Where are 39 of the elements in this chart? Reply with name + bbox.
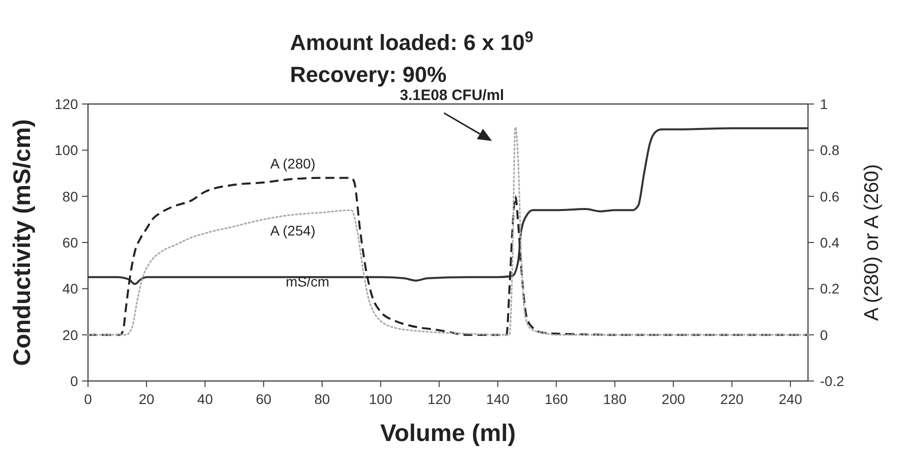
x-tick-label: 80	[314, 391, 330, 407]
y-tick-label: 40	[62, 280, 78, 297]
y2-tick-label: -0.2	[820, 373, 844, 389]
y2-tick-label: 0.2	[820, 280, 840, 297]
x-tick-label: 20	[138, 391, 155, 407]
x-tick-label: 60	[256, 391, 272, 407]
y2-tick-label: 0	[820, 326, 828, 343]
x-tick-label: 220	[720, 391, 744, 407]
y-tick-label: 100	[54, 142, 78, 158]
y2-tick-label: 0.4	[820, 234, 840, 250]
y2-axis-title: A (280) or A (260)	[861, 164, 883, 321]
x-tick-label: 40	[197, 391, 214, 407]
x-tick-label: 240	[778, 391, 802, 407]
y-tick-label: 80	[62, 188, 78, 204]
x-tick-label: 180	[603, 391, 627, 407]
x-tick-label: 140	[486, 391, 510, 407]
chart-title: Amount loaded: 6 x 10$^{9}$	[290, 28, 534, 55]
x-axis-title: Volume (ml)	[380, 420, 516, 447]
y-tick-label: 120	[54, 96, 78, 112]
series-label: A (280)	[270, 156, 316, 172]
x-tick-label: 200	[662, 391, 686, 407]
series-label: A (254)	[270, 222, 316, 239]
chart-subtitle: Recovery: 90%	[290, 62, 447, 87]
annotation: 3.1E08 CFU/ml	[400, 87, 504, 104]
x-tick-label: 0	[84, 391, 92, 407]
x-tick-label: 160	[544, 391, 568, 407]
y-axis-title: Conductivity (mS/cm)	[9, 119, 36, 366]
y-tick-label: 20	[62, 326, 78, 343]
line-series	[87, 126, 809, 336]
line-series	[87, 176, 809, 336]
x-tick-label: 120	[428, 391, 452, 407]
x-tick-label: 100	[369, 391, 393, 407]
y2-tick-label: 0.6	[820, 188, 840, 204]
y-tick-label: 60	[62, 234, 78, 250]
series-label: mS/cm	[286, 273, 330, 290]
y-tick-label: 0	[70, 373, 78, 389]
y2-tick-label: 0.8	[820, 142, 840, 158]
y2-tick-label: 1	[820, 96, 828, 112]
line-series	[87, 127, 809, 286]
